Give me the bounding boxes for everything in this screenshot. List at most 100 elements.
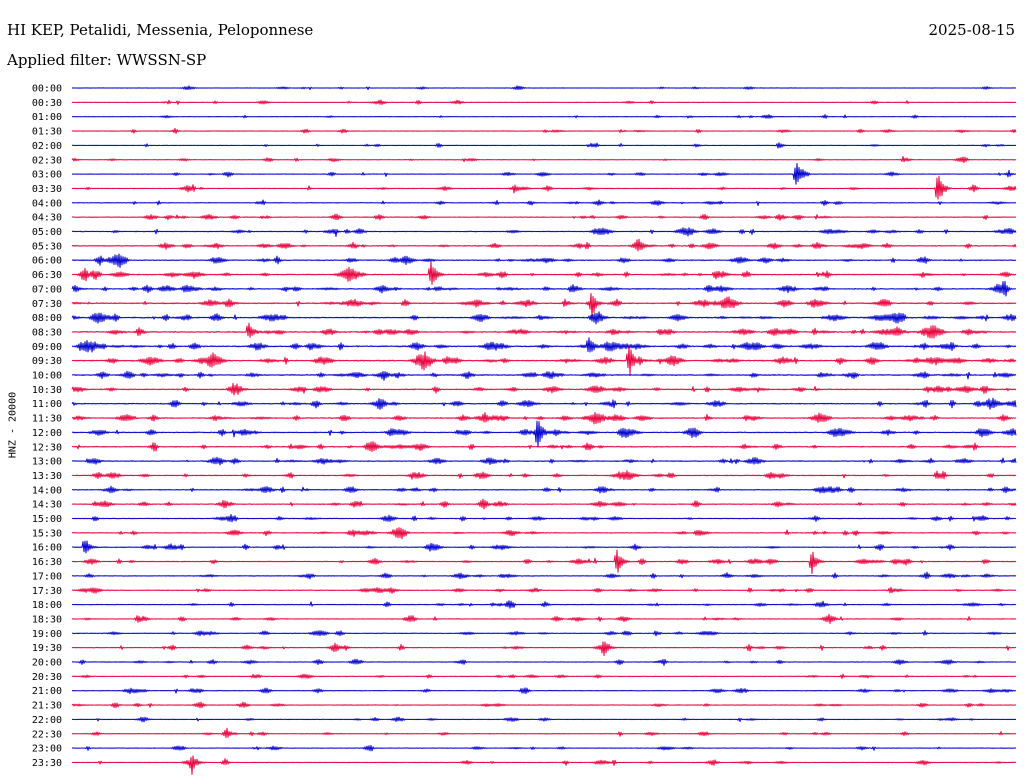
row-label-0830: 08:30	[32, 327, 62, 338]
trace-row-0530	[71, 238, 1017, 252]
trace-row-2130	[71, 701, 1017, 709]
trace-row-1600	[71, 540, 1017, 554]
trace-row-0230	[71, 155, 1017, 164]
trace-row-0330	[71, 175, 1017, 200]
row-label-1900: 19:00	[32, 629, 62, 640]
trace-row-1830	[71, 613, 1017, 625]
row-label-1600: 16:00	[32, 543, 62, 554]
row-label-2200: 22:00	[32, 715, 62, 726]
row-label-1200: 12:00	[32, 428, 62, 439]
row-label-1000: 10:00	[32, 371, 62, 382]
record-date: 2025-08-15	[928, 21, 1015, 39]
row-label-0230: 02:30	[32, 155, 62, 166]
trace-row-1430	[71, 498, 1017, 510]
trace-row-0930	[71, 345, 1017, 375]
row-label-0400: 04:00	[32, 198, 62, 209]
row-labels: 00:00 00:30 01:00 01:30 02:00 02:30 03:00 03:30…	[32, 84, 62, 769]
trace-row-2000	[71, 658, 1017, 666]
row-label-0130: 01:30	[32, 127, 62, 138]
row-label-1630: 16:30	[32, 557, 62, 568]
trace-row-1100	[71, 397, 1017, 410]
filter-value: WWSSN-SP	[116, 51, 207, 69]
trace-row-0800	[71, 311, 1017, 325]
row-label-0100: 01:00	[32, 112, 62, 123]
row-label-1100: 11:00	[32, 399, 62, 410]
trace-row-2200	[71, 716, 1017, 723]
row-label-1130: 11:30	[32, 414, 62, 425]
row-label-0630: 06:30	[32, 270, 62, 281]
row-label-1700: 17:00	[32, 571, 62, 582]
row-label-1730: 17:30	[32, 586, 62, 597]
row-label-0600: 06:00	[32, 256, 62, 267]
trace-row-0700	[71, 280, 1017, 297]
row-label-1830: 18:30	[32, 614, 62, 625]
trace-row-2030	[71, 673, 1017, 679]
trace-row-1330	[71, 470, 1017, 481]
trace-row-0130	[71, 127, 1017, 134]
row-label-1800: 18:00	[32, 600, 62, 611]
station-title: HI KEP, Petalidi, Messenia, Peloponnese	[7, 21, 314, 39]
filter-info: Applied filter: WWSSN-SP	[7, 50, 206, 70]
row-label-1400: 14:00	[32, 485, 62, 496]
trace-row-0000	[71, 85, 1017, 91]
row-label-1300: 13:00	[32, 457, 62, 468]
row-label-1500: 15:00	[32, 514, 62, 525]
row-label-2300: 23:00	[32, 744, 62, 755]
trace-row-2100	[71, 687, 1017, 695]
trace-row-0630	[71, 261, 1017, 285]
row-label-2030: 20:30	[32, 672, 62, 683]
trace-row-1230	[71, 441, 1017, 452]
trace-row-1200	[71, 420, 1017, 448]
seismic-traces	[71, 85, 1017, 775]
row-label-0730: 07:30	[32, 299, 62, 310]
trace-row-2300	[71, 744, 1017, 752]
trace-row-1300	[71, 456, 1017, 466]
row-label-0030: 00:30	[32, 98, 62, 109]
row-label-0930: 09:30	[32, 356, 62, 367]
row-label-1330: 13:30	[32, 471, 62, 482]
trace-row-1030	[71, 382, 1017, 396]
trace-row-1900	[71, 630, 1017, 637]
row-label-2000: 20:00	[32, 658, 62, 669]
row-label-1430: 14:30	[32, 500, 62, 511]
trace-row-1800	[71, 600, 1017, 609]
trace-row-1400	[71, 485, 1017, 494]
row-label-2100: 21:00	[32, 686, 62, 697]
trace-row-2330	[71, 755, 1017, 775]
trace-row-0100	[71, 114, 1017, 119]
row-label-1230: 12:30	[32, 442, 62, 453]
trace-row-0730	[71, 292, 1017, 318]
row-label-1530: 15:30	[32, 528, 62, 539]
filter-label: Applied filter:	[7, 51, 112, 69]
row-label-0000: 00:00	[32, 84, 62, 95]
trace-row-0500	[71, 227, 1017, 237]
trace-row-0830	[71, 322, 1017, 339]
trace-row-1730	[71, 586, 1017, 594]
row-label-2230: 22:30	[32, 729, 62, 740]
row-label-0330: 03:30	[32, 184, 62, 195]
row-label-0500: 05:00	[32, 227, 62, 238]
trace-row-0600	[71, 253, 1017, 268]
row-label-0200: 02:00	[32, 141, 62, 152]
trace-row-1530	[71, 527, 1017, 540]
trace-row-0300	[71, 162, 1017, 185]
row-label-2130: 21:30	[32, 701, 62, 712]
trace-row-1630	[71, 549, 1017, 575]
trace-row-0430	[71, 213, 1017, 221]
trace-row-1130	[71, 411, 1017, 425]
trace-row-1000	[71, 370, 1017, 381]
row-label-2330: 23:30	[32, 758, 62, 769]
trace-row-2230	[71, 727, 1017, 739]
row-label-0900: 09:00	[32, 342, 62, 353]
row-label-0430: 04:30	[32, 213, 62, 224]
row-label-0300: 03:00	[32, 170, 62, 181]
trace-row-0030	[71, 99, 1017, 106]
row-label-0530: 05:30	[32, 241, 62, 252]
row-label-0800: 08:00	[32, 313, 62, 324]
trace-row-1930	[71, 641, 1017, 657]
row-label-1930: 19:30	[32, 643, 62, 654]
trace-row-1500	[71, 513, 1017, 523]
row-label-0700: 07:00	[32, 284, 62, 295]
